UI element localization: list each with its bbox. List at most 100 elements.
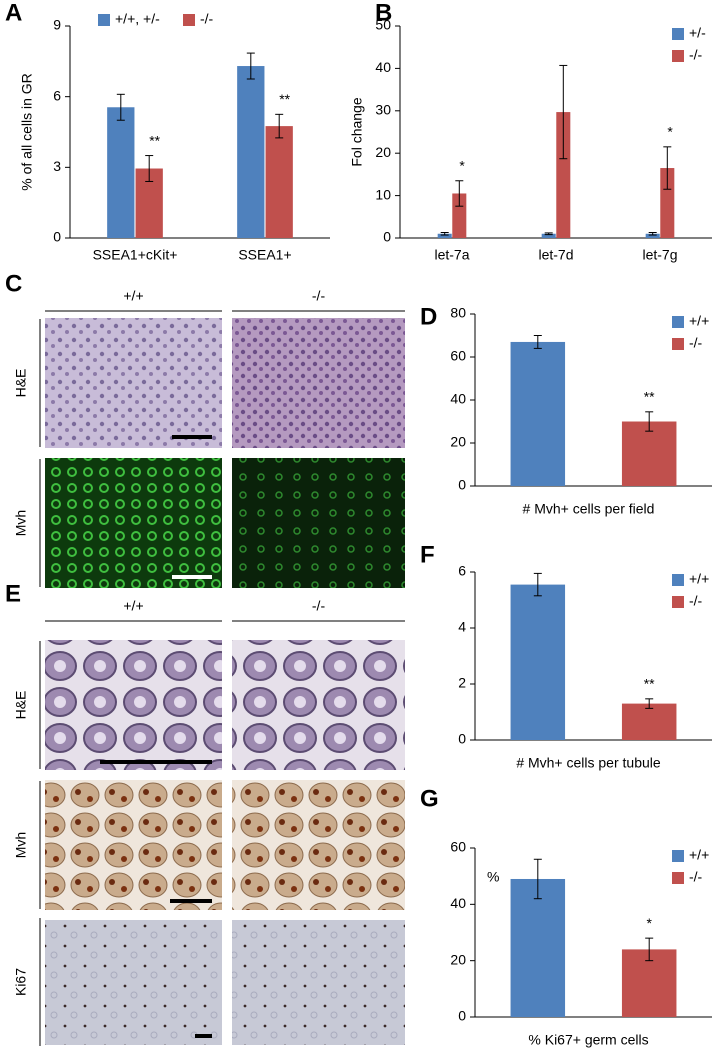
panel-label: D: [420, 303, 437, 330]
x-tick-label: let-7d: [538, 247, 573, 263]
error-bar: [275, 113, 284, 139]
bar: [265, 126, 293, 238]
y-tick-label: 0: [383, 229, 391, 245]
error-bar: [440, 231, 449, 236]
legend-label: +/+: [689, 571, 709, 587]
row-header: H&E: [13, 691, 29, 720]
legend-label: +/-: [689, 25, 706, 41]
legend-label: +/+: [689, 313, 709, 329]
legend-label: -/-: [689, 593, 703, 609]
micrograph: [232, 318, 405, 448]
y-tick-label: 3: [53, 158, 61, 174]
legend-swatch: [672, 872, 684, 884]
y-tick-label: 60: [450, 839, 466, 855]
panel-label: C: [5, 270, 22, 297]
x-axis-label: # Mvh+ cells per field: [523, 501, 655, 517]
bar: [437, 233, 452, 238]
y-axis-label: Fol change: [349, 97, 365, 166]
x-tick-label: SSEA1+cKit+: [93, 247, 178, 263]
bar: [556, 112, 571, 238]
micrograph: [232, 920, 405, 1045]
y-tick-label: 0: [53, 229, 61, 245]
y-tick-label: 0: [458, 477, 466, 493]
error-bar: [145, 155, 154, 182]
bar: [621, 421, 677, 486]
y-tick-label: 6: [53, 87, 61, 103]
y-tick-label: 50: [375, 17, 391, 33]
legend-swatch: [672, 574, 684, 586]
x-tick-label: SSEA1+: [238, 247, 291, 263]
y-tick-label: 4: [458, 619, 466, 635]
y-tick-label: 20: [450, 951, 466, 967]
micrograph: [45, 318, 222, 448]
legend-swatch: [672, 596, 684, 608]
bar: [645, 233, 660, 238]
legend-swatch: [672, 28, 684, 40]
y-tick-label: 0: [458, 1008, 466, 1024]
bar: [621, 703, 677, 740]
error-bar: [544, 232, 553, 236]
y-tick-label: 40: [450, 391, 466, 407]
panel-label: A: [5, 0, 22, 26]
y-tick-label: 10: [375, 186, 391, 202]
y-tick-label: 40: [375, 59, 391, 75]
y-tick-label: 6: [458, 563, 466, 579]
panel-label: G: [420, 785, 439, 812]
row-header: Mvh: [13, 510, 29, 536]
error-bar: [455, 180, 464, 207]
legend-swatch: [98, 14, 110, 26]
legend-label: -/-: [689, 335, 703, 351]
error-bar: [533, 858, 542, 900]
y-tick-label: 20: [450, 434, 466, 450]
panel-label: F: [420, 541, 435, 568]
column-header: -/-: [312, 598, 326, 614]
legend-label: +/+, +/-: [115, 11, 160, 27]
error-bar: [663, 146, 672, 190]
significance: **: [279, 91, 290, 107]
error-bar: [648, 231, 657, 236]
bar: [541, 233, 556, 238]
significance: **: [644, 676, 655, 692]
significance: *: [646, 915, 652, 931]
row-header: H&E: [13, 369, 29, 398]
column-header: -/-: [312, 288, 326, 304]
legend-swatch: [672, 850, 684, 862]
legend-label: -/-: [689, 869, 703, 885]
bar: [510, 878, 566, 1017]
bar: [237, 66, 265, 239]
y-tick-label: 9: [53, 17, 61, 33]
y-tick-label: 0: [458, 731, 466, 747]
y-tick-label: 20: [375, 144, 391, 160]
micrograph: [232, 780, 405, 910]
error-bar: [116, 93, 125, 121]
y-tick-label: 40: [450, 895, 466, 911]
bar: [510, 341, 566, 486]
legend-label: -/-: [689, 47, 703, 63]
y-axis-label: %: [487, 869, 499, 885]
x-tick-label: let-7g: [642, 247, 677, 263]
significance: *: [459, 157, 465, 173]
bar: [510, 584, 566, 740]
micrograph: [232, 458, 405, 588]
legend-label: -/-: [200, 11, 214, 27]
x-axis-label: % Ki67+ germ cells: [528, 1032, 648, 1048]
error-bar: [645, 411, 654, 432]
y-tick-label: 60: [450, 348, 466, 364]
column-header: +/+: [123, 288, 143, 304]
row-header: Ki67: [13, 968, 29, 996]
micrograph: [45, 780, 222, 910]
bar: [660, 168, 675, 238]
y-tick-label: 80: [450, 305, 466, 321]
y-tick-label: 30: [375, 102, 391, 118]
bar: [107, 107, 135, 239]
panel-label: B: [375, 0, 392, 26]
error-bar: [533, 572, 542, 597]
error-bar: [559, 64, 568, 160]
legend-swatch: [183, 14, 195, 26]
micrograph: [45, 640, 222, 770]
significance: *: [667, 124, 673, 140]
micrograph-images: [45, 318, 405, 1045]
error-bar: [645, 937, 654, 962]
error-bar: [246, 52, 255, 80]
